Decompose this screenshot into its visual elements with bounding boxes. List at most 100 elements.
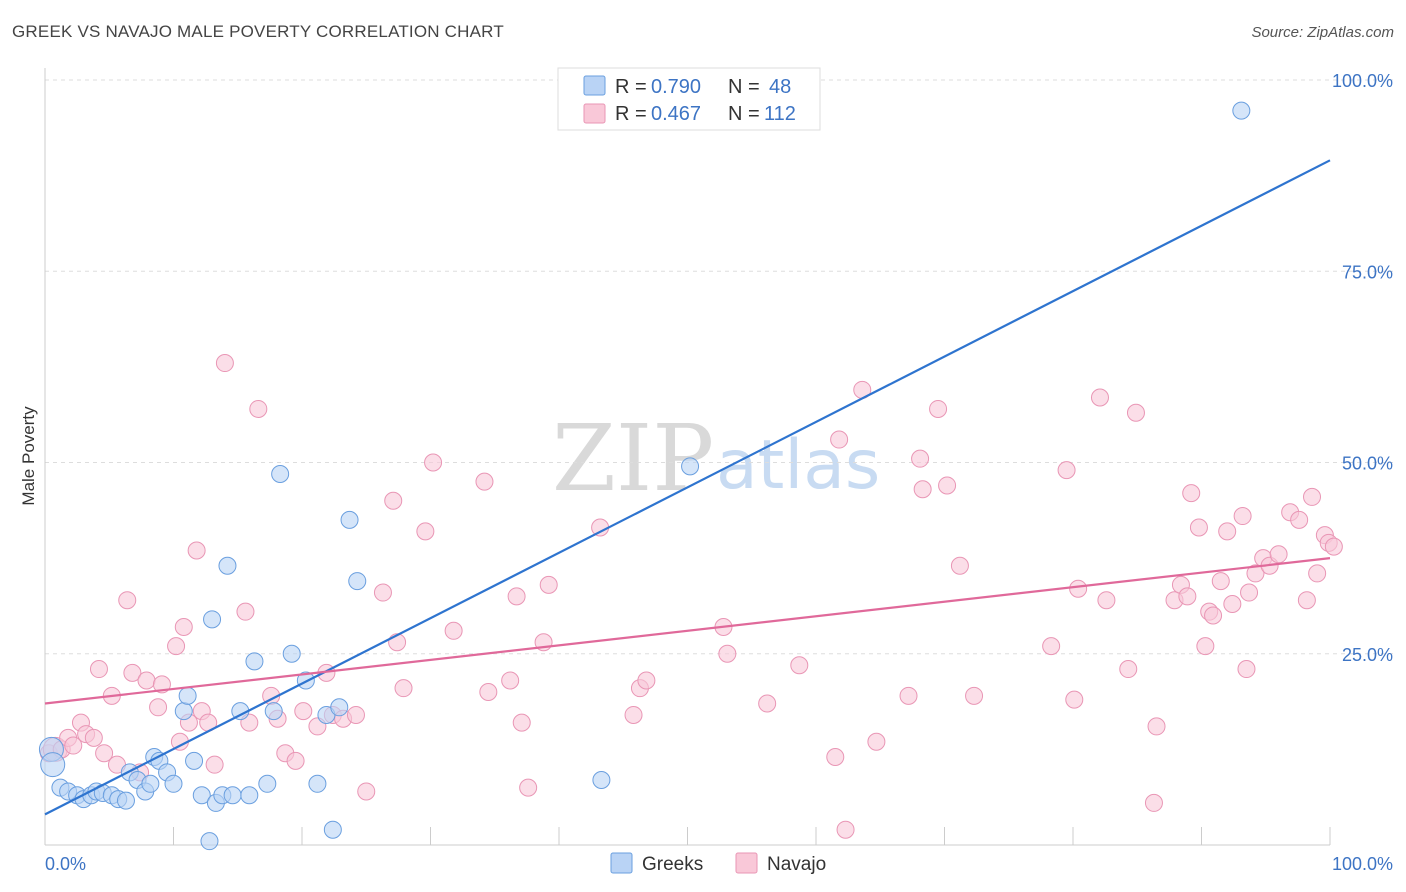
greeks-point	[592, 770, 611, 789]
legend-greeks-r-value: 0.790	[651, 76, 701, 98]
navajo-point	[286, 751, 305, 770]
greeks-point	[340, 510, 359, 529]
navajo-point	[1126, 403, 1145, 422]
greeks-point	[681, 457, 700, 476]
y-tick-label-0: 25.0%	[1342, 645, 1393, 665]
greeks-point	[264, 702, 283, 721]
navajo-point	[137, 671, 156, 690]
navajo-point	[826, 748, 845, 767]
greeks-point	[308, 774, 327, 793]
y-gridlines	[45, 79, 1393, 655]
navajo-point	[938, 476, 957, 495]
navajo-point	[1324, 537, 1343, 556]
greeks-point	[323, 820, 342, 839]
navajo-point	[357, 782, 376, 801]
navajo-point	[1189, 518, 1208, 537]
legend-navajo-n-label: N =	[728, 103, 760, 125]
navajo-point	[89, 660, 108, 679]
top-legend: R = 0.790 N = 48 R = 0.467 N = 112	[557, 67, 821, 131]
navajo-point	[1240, 583, 1259, 602]
navajo-point	[1297, 591, 1316, 610]
navajo-point	[346, 705, 365, 724]
navajo-point	[416, 522, 435, 541]
legend-greeks-n-label: N =	[728, 76, 760, 98]
navajo-point	[1308, 564, 1327, 583]
navajo-point	[1223, 595, 1242, 614]
navajo-point	[187, 541, 206, 560]
navajo-point	[790, 656, 809, 675]
x-tick-label-max: 100.0%	[1332, 854, 1393, 874]
legend-navajo-r-value: 0.467	[651, 103, 701, 125]
navajo-point	[475, 472, 494, 491]
greeks-point	[258, 774, 277, 793]
navajo-point	[1290, 510, 1309, 529]
navajo-point	[1065, 690, 1084, 709]
navajo-point	[394, 679, 413, 698]
greeks-point	[185, 751, 204, 770]
bottom-legend-navajo-label: Navajo	[767, 854, 826, 875]
y-tick-label-2: 75.0%	[1342, 262, 1393, 282]
navajo-point	[479, 683, 498, 701]
legend-greeks-swatch	[583, 75, 606, 96]
navajo-point	[1211, 572, 1230, 591]
navajo-point	[373, 583, 392, 602]
navajo-point	[913, 480, 932, 499]
greeks-point	[1232, 101, 1251, 120]
navajo-point	[929, 399, 948, 418]
navajo-point	[1144, 793, 1163, 812]
x-tick-marks	[44, 827, 1331, 845]
bottom-legend: Greeks Navajo	[610, 852, 826, 875]
bottom-legend-greeks-swatch	[610, 852, 633, 874]
chart-title: GREEK VS NAVAJO MALE POVERTY CORRELATION…	[12, 22, 504, 41]
navajo-point	[118, 591, 137, 610]
greeks-point	[164, 774, 183, 793]
navajo-point	[1097, 591, 1116, 610]
navajo-point	[149, 698, 168, 717]
x-tick-label-min: 0.0%	[45, 854, 86, 874]
navajo-point	[539, 575, 558, 594]
navajo-point	[950, 556, 969, 575]
navajo-point	[205, 755, 224, 774]
greeks-point	[240, 786, 259, 805]
greeks-point	[178, 686, 197, 705]
navajo-point	[167, 637, 186, 656]
navajo-point	[1119, 660, 1138, 679]
navajo-point	[249, 399, 268, 418]
navajo-point	[1218, 522, 1237, 541]
y-tick-label-1: 50.0%	[1342, 454, 1393, 474]
navajo-point	[1237, 660, 1256, 679]
navajo-point	[830, 430, 849, 449]
navajo-point	[1233, 507, 1252, 526]
greeks-point	[348, 572, 367, 591]
y-tick-label-3: 100.0%	[1332, 71, 1393, 91]
source-label: Source: ZipAtlas.com	[1251, 24, 1394, 41]
greeks-point	[218, 556, 237, 575]
greeks-point	[271, 464, 290, 483]
greeks-series	[38, 101, 1251, 851]
navajo-point	[123, 663, 142, 682]
greeks-point	[40, 752, 66, 778]
legend-navajo-r-label: R =	[615, 103, 647, 125]
greeks-point	[245, 652, 264, 671]
greeks-point	[200, 832, 219, 851]
navajo-point	[758, 694, 777, 713]
navajo-point	[1204, 606, 1223, 625]
navajo-point	[1269, 545, 1288, 564]
trend-lines	[44, 159, 1331, 816]
navajo-point	[424, 453, 443, 472]
navajo-point	[1196, 637, 1215, 656]
navajo-point	[95, 744, 114, 763]
navajo-point	[444, 621, 463, 640]
legend-navajo-n-value: 112	[764, 103, 796, 125]
navajo-point	[591, 518, 610, 537]
navajo-point	[1178, 587, 1197, 606]
navajo-point	[899, 686, 918, 705]
navajo-point	[911, 449, 930, 468]
navajo-point	[1057, 461, 1076, 480]
greeks-point	[282, 644, 301, 663]
navajo-point	[1069, 579, 1088, 598]
navajo-point	[1182, 484, 1201, 503]
greeks-point	[141, 774, 160, 793]
navajo-point	[1303, 487, 1322, 506]
